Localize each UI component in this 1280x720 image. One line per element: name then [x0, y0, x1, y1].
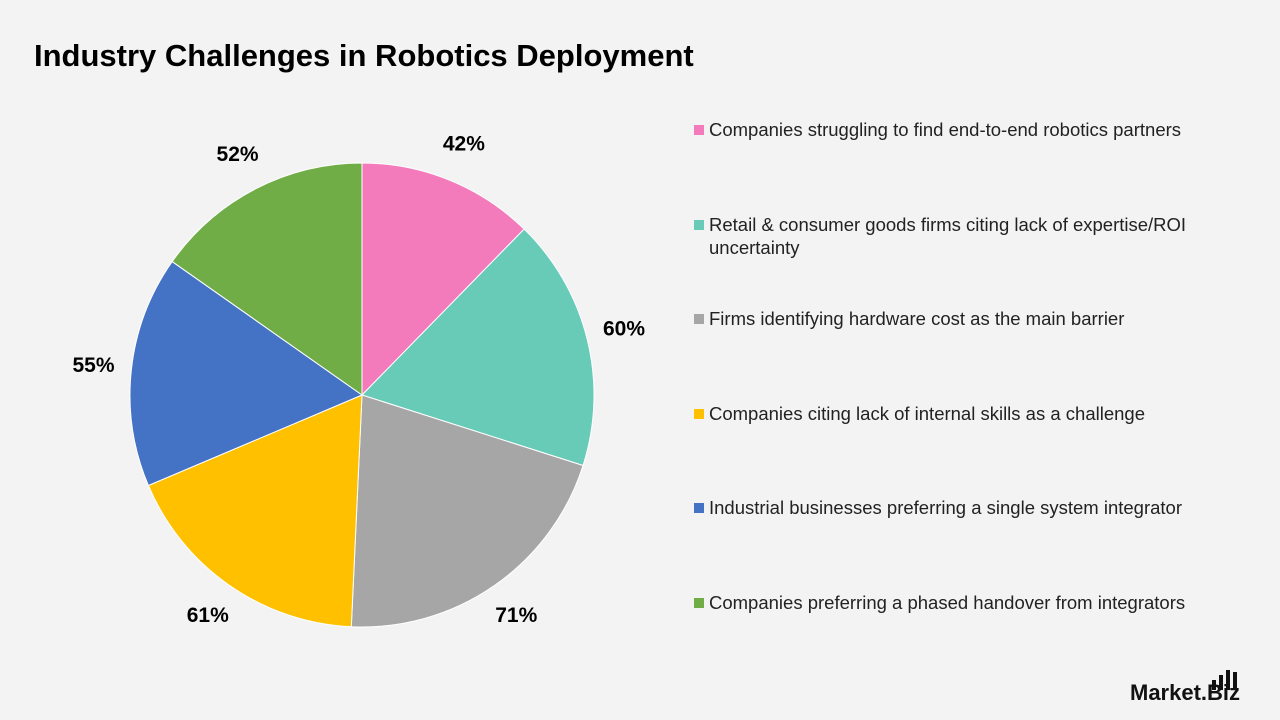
legend-item: Industrial businesses preferring a singl… — [694, 496, 1229, 519]
pie-slice — [147, 394, 363, 628]
legend-swatch — [694, 503, 704, 513]
data-label: 61% — [187, 604, 229, 627]
data-label: 71% — [495, 604, 537, 627]
legend-label: Companies struggling to find end-to-end … — [709, 119, 1182, 140]
legend-item: Companies preferring a phased handover f… — [694, 591, 1229, 614]
legend-swatch — [694, 125, 704, 135]
pie-slice — [350, 394, 584, 628]
legend-label: Firms identifying hardware cost as the m… — [709, 308, 1125, 329]
legend-label: Retail & consumer goods firms citing lac… — [709, 213, 1187, 258]
legend-item: Companies struggling to find end-to-end … — [694, 118, 1229, 141]
legend-swatch — [694, 597, 704, 608]
pie-slice — [361, 228, 595, 467]
legend-item: Firms identifying hardware cost as the m… — [694, 307, 1229, 330]
data-label: 42% — [443, 133, 485, 156]
data-label: 60% — [603, 317, 645, 340]
data-label: 52% — [217, 143, 259, 166]
legend-swatch — [694, 314, 704, 324]
logo-bars — [1212, 670, 1237, 690]
chart-title: Industry Challenges in Robotics Deployme… — [34, 38, 694, 73]
pie-slice — [361, 162, 525, 397]
legend-label: Companies citing lack of internal skills… — [709, 402, 1145, 424]
brand-logo: Market.Biz — [1130, 680, 1241, 705]
legend-label: Companies preferring a phased handover f… — [709, 591, 1186, 613]
legend-swatch — [694, 408, 704, 419]
legend-swatch — [694, 219, 704, 230]
pie-slice — [129, 260, 364, 487]
pie-slice — [171, 162, 363, 396]
legend-item: Retail & consumer goods firms citing lac… — [694, 213, 1229, 259]
legend-item: Companies citing lack of internal skills… — [694, 402, 1229, 425]
legend-label: Industrial businesses preferring a singl… — [709, 497, 1183, 518]
data-label: 55% — [72, 354, 114, 377]
